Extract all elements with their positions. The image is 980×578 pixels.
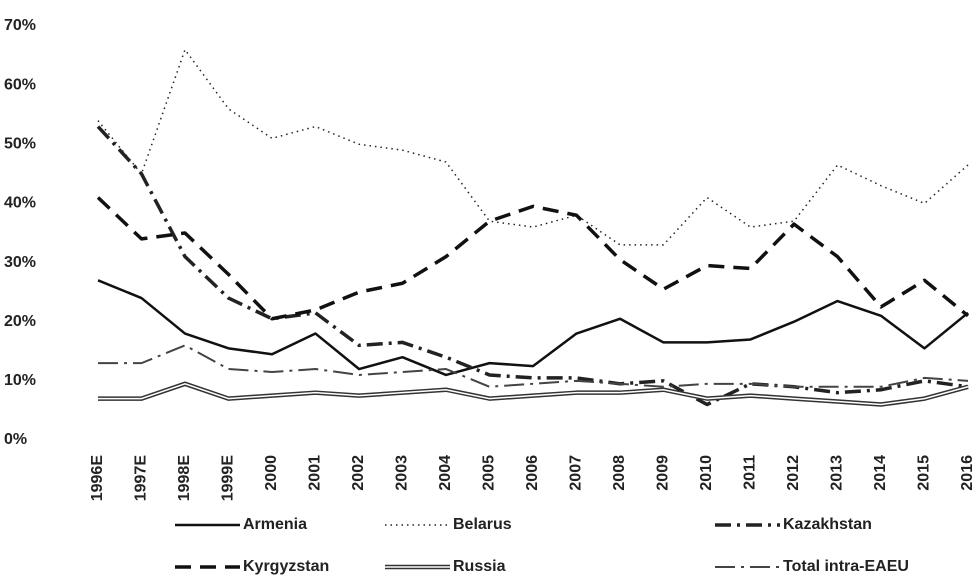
x-tick-label: 2002: [350, 455, 367, 491]
y-tick-label: 10%: [4, 372, 36, 389]
x-tick-label: 2004: [437, 455, 454, 491]
series-line: [97, 279, 969, 377]
x-tick-label: 1999E: [220, 455, 237, 502]
series-line-inner: [98, 383, 969, 406]
x-tick-label: 2010: [698, 455, 715, 491]
y-tick-label: 40%: [4, 195, 36, 212]
x-tick-label: 1996E: [89, 455, 106, 502]
x-tick-label: 2013: [829, 455, 846, 491]
x-tick-label: 1998E: [176, 455, 193, 502]
x-tick-label: 2008: [611, 455, 628, 491]
x-tick-label: 2011: [742, 455, 759, 490]
x-tick-label: 1997E: [133, 455, 150, 502]
x-tick-label: 2016: [959, 455, 976, 491]
x-tick-label: 2001: [307, 455, 324, 491]
x-tick-label: 2000: [263, 455, 280, 491]
series-line: [98, 344, 969, 388]
x-tick-label: 2006: [524, 455, 541, 491]
x-tick-label: 2003: [394, 455, 411, 491]
series-line: [97, 48, 969, 246]
y-tick-label: 70%: [4, 17, 36, 34]
x-tick-label: 2005: [481, 455, 498, 491]
x-tick-label: 2007: [568, 455, 585, 491]
legend-label: Armenia: [243, 516, 307, 533]
y-tick-label: 0%: [4, 431, 27, 448]
y-tick-label: 20%: [4, 313, 36, 330]
y-tick-label: 60%: [4, 76, 36, 93]
series-line: [96, 125, 969, 407]
legend-label: Belarus: [453, 516, 512, 533]
legend-label: Kazakhstan: [783, 516, 872, 533]
x-tick-label: 2014: [872, 455, 889, 491]
legend-label: Total intra-EAEU: [783, 558, 909, 575]
x-tick-label: 2015: [916, 455, 933, 491]
x-tick-label: 2012: [785, 455, 802, 491]
series-line: [96, 196, 970, 321]
y-tick-label: 30%: [4, 254, 36, 271]
x-tick-label: 2009: [655, 455, 672, 491]
legend-label: Kyrgyzstan: [243, 558, 329, 575]
y-tick-label: 50%: [4, 136, 36, 153]
legend-label: Russia: [453, 558, 506, 575]
